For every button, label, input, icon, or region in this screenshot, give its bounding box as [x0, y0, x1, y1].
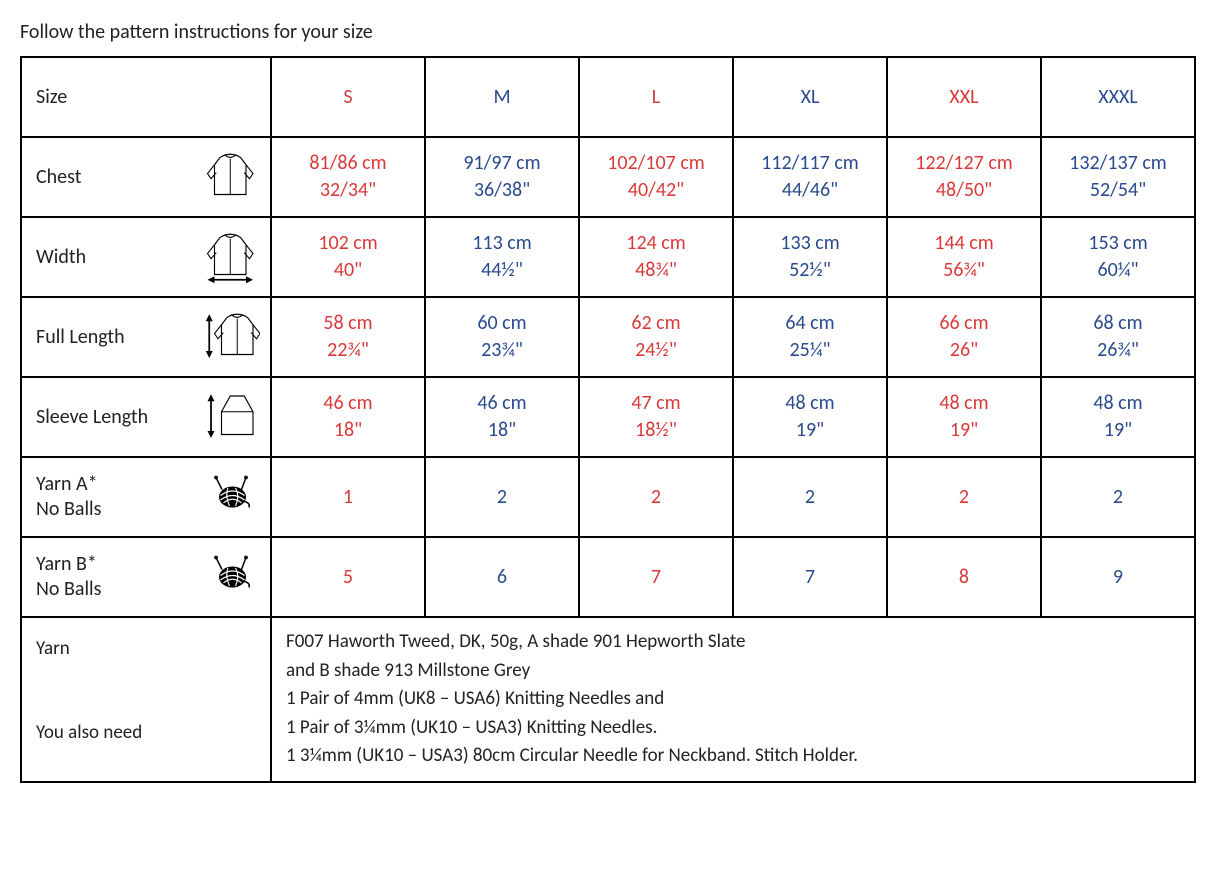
row-label-1: Width: [21, 217, 271, 297]
size-header-M: M: [425, 57, 579, 137]
cell-4-0: 1: [271, 457, 425, 537]
cell-2-4: 66 cm26": [887, 297, 1041, 377]
cell-3-1: 46 cm18": [425, 377, 579, 457]
cell-2-2: 62 cm24½": [579, 297, 733, 377]
size-header-L: L: [579, 57, 733, 137]
cell-4-4: 2: [887, 457, 1041, 537]
cell-0-2: 102/107 cm40/42": [579, 137, 733, 217]
row-label-0: Chest: [21, 137, 271, 217]
cell-5-4: 8: [887, 537, 1041, 617]
cell-1-2: 124 cm48¾": [579, 217, 733, 297]
cell-3-3: 48 cm19": [733, 377, 887, 457]
cell-2-0: 58 cm22¾": [271, 297, 425, 377]
cell-5-0: 5: [271, 537, 425, 617]
cell-0-5: 132/137 cm52/54": [1041, 137, 1195, 217]
cell-0-4: 122/127 cm48/50": [887, 137, 1041, 217]
yarn-icon: [208, 553, 260, 601]
cell-0-3: 112/117 cm44/46": [733, 137, 887, 217]
cell-4-2: 2: [579, 457, 733, 537]
garment-width-icon: [204, 229, 260, 285]
cell-3-4: 48 cm19": [887, 377, 1041, 457]
size-header-XXL: XXL: [887, 57, 1041, 137]
cell-5-1: 6: [425, 537, 579, 617]
cell-3-2: 47 cm18½": [579, 377, 733, 457]
size-header-label: Size: [21, 57, 271, 137]
cell-4-5: 2: [1041, 457, 1195, 537]
cell-5-2: 7: [579, 537, 733, 617]
cell-0-1: 91/97 cm36/38": [425, 137, 579, 217]
bottom-text: F007 Haworth Tweed, DK, 50g, A shade 901…: [271, 617, 1195, 782]
yarn-icon: [208, 473, 260, 521]
size-header-XL: XL: [733, 57, 887, 137]
page-title: Follow the pattern instructions for your…: [20, 20, 1194, 44]
size-header-S: S: [271, 57, 425, 137]
row-label-4: Yarn A*No Balls: [21, 457, 271, 537]
cell-1-3: 133 cm52½": [733, 217, 887, 297]
cell-1-0: 102 cm40": [271, 217, 425, 297]
cell-1-1: 113 cm44½": [425, 217, 579, 297]
sizing-table: SizeSMLXLXXLXXXL Chest 81/86 cm32/34"91/…: [20, 56, 1196, 783]
cell-4-3: 2: [733, 457, 887, 537]
row-label-3: Sleeve Length: [21, 377, 271, 457]
cell-2-3: 64 cm25¼": [733, 297, 887, 377]
cell-1-5: 153 cm60¼": [1041, 217, 1195, 297]
row-label-5: Yarn B*No Balls: [21, 537, 271, 617]
cell-3-5: 48 cm19": [1041, 377, 1195, 457]
cell-3-0: 46 cm18": [271, 377, 425, 457]
bottom-label: Yarn You also need: [21, 617, 271, 782]
cell-2-1: 60 cm23¾": [425, 297, 579, 377]
garment-plain-icon: [204, 149, 260, 205]
garment-length-icon: [204, 309, 260, 365]
cell-1-4: 144 cm56¾": [887, 217, 1041, 297]
size-header-XXXL: XXXL: [1041, 57, 1195, 137]
sleeve-length-icon: [204, 389, 260, 445]
cell-5-5: 9: [1041, 537, 1195, 617]
cell-0-0: 81/86 cm32/34": [271, 137, 425, 217]
cell-5-3: 7: [733, 537, 887, 617]
cell-4-1: 2: [425, 457, 579, 537]
cell-2-5: 68 cm26¾": [1041, 297, 1195, 377]
row-label-2: Full Length: [21, 297, 271, 377]
